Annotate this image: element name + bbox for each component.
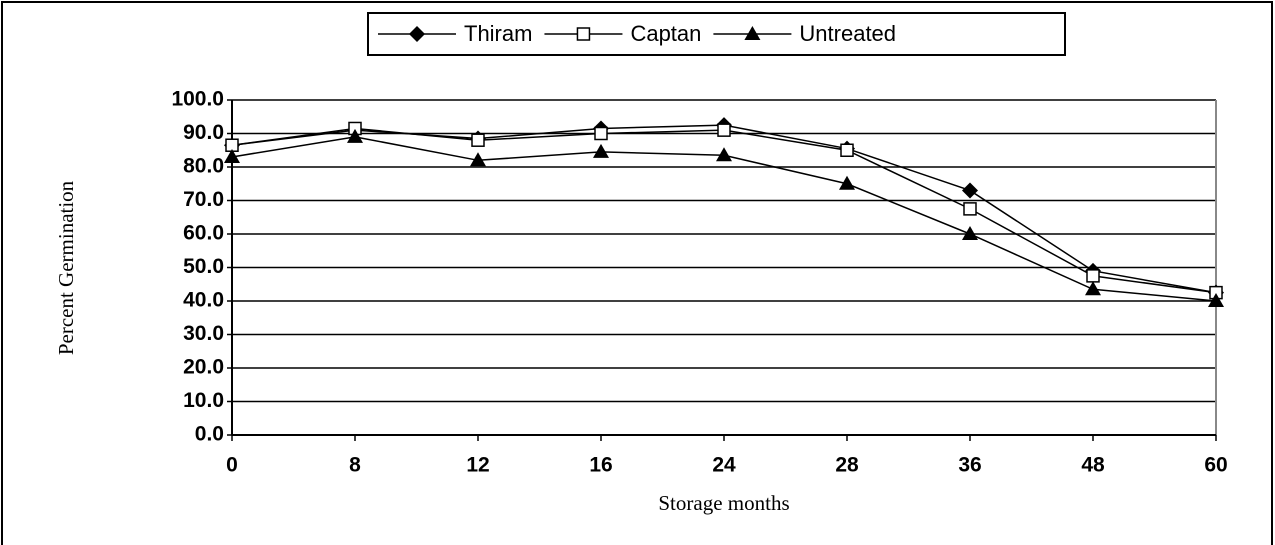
x-tick-label: 48 (1081, 454, 1105, 477)
point (717, 123, 731, 137)
series-line (231, 136, 1217, 302)
legend-marker (409, 26, 425, 42)
x-tick-label: 24 (712, 454, 736, 477)
y-tick-label: 50.0 (183, 255, 224, 278)
point (593, 143, 609, 158)
y-tick-label: 70.0 (183, 188, 224, 211)
point (839, 175, 855, 190)
point (962, 226, 978, 240)
y-tick-label: 80.0 (183, 155, 224, 178)
point (224, 148, 240, 163)
legend-label: Captan (630, 21, 701, 46)
x-tick-label: 12 (466, 454, 489, 477)
y-tick-label: 100.0 (171, 88, 224, 111)
y-tick-label: 40.0 (183, 289, 224, 312)
x-tick-label: 8 (349, 454, 361, 477)
y-tick-label: 0.0 (195, 423, 224, 446)
x-tick-label: 60 (1204, 454, 1227, 477)
x-tick-label: 36 (958, 454, 981, 477)
y-tick-label: 20.0 (183, 356, 224, 379)
point (594, 126, 608, 141)
point (471, 133, 485, 147)
y-tick-label: 60.0 (183, 222, 224, 245)
x-tick-label: 0 (226, 454, 238, 477)
legend-marker (744, 26, 761, 40)
point (1086, 269, 1100, 283)
x-tick-label: 16 (589, 454, 612, 477)
x-axis-label: Storage months (658, 491, 789, 515)
point (470, 152, 486, 167)
point (1085, 281, 1101, 296)
legend-label: Thiram (464, 21, 532, 46)
point (1208, 293, 1224, 307)
legend-marker (576, 27, 591, 41)
point (347, 128, 363, 143)
point (963, 202, 977, 216)
point (716, 147, 732, 162)
y-tick-label: 10.0 (183, 389, 224, 412)
y-tick-label: 30.0 (183, 322, 224, 345)
x-tick-label: 28 (835, 454, 859, 477)
point (962, 182, 978, 199)
y-tick-label: 90.0 (183, 121, 224, 144)
point (840, 143, 854, 157)
y-axis-label: Percent Germination (54, 180, 78, 355)
legend-label: Untreated (799, 21, 896, 46)
